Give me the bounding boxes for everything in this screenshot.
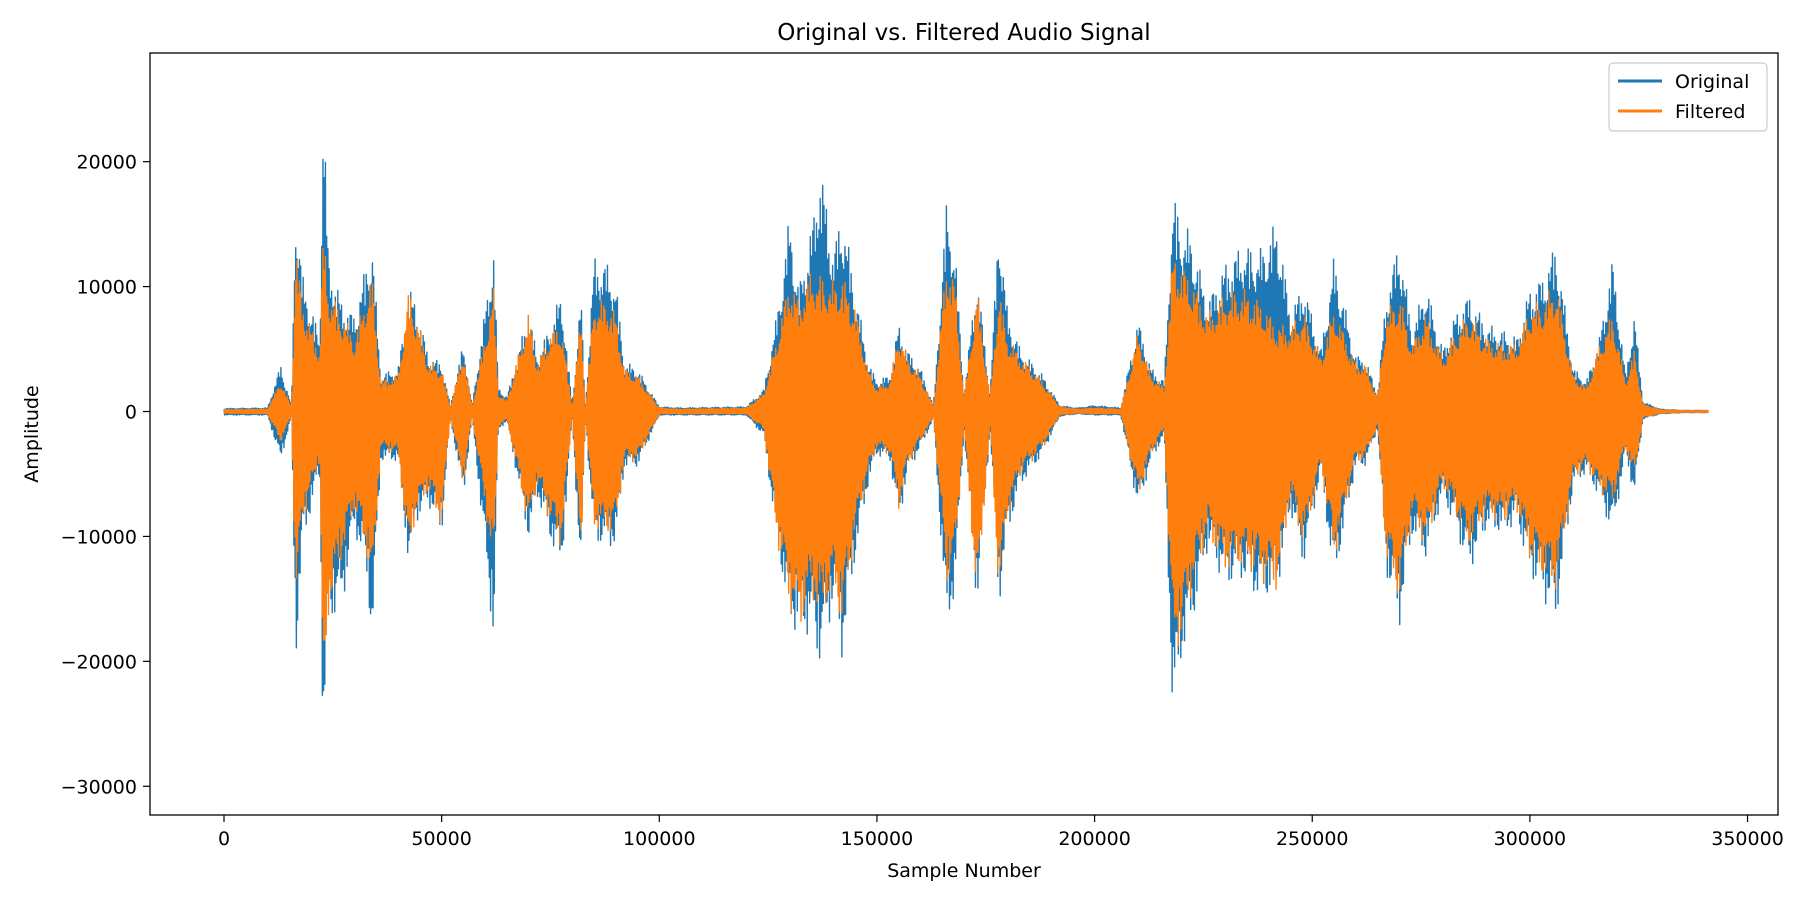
y-tick-label: −20000	[61, 651, 137, 673]
x-tick-label: 200000	[1058, 828, 1131, 850]
x-tick-label: 300000	[1494, 828, 1567, 850]
x-tick-label: 0	[218, 828, 230, 850]
y-tick-label: 20000	[77, 152, 137, 174]
y-tick-label: 10000	[77, 277, 137, 299]
x-tick-label: 150000	[841, 828, 914, 850]
chart-title: Original vs. Filtered Audio Signal	[777, 20, 1150, 46]
x-tick-label: 350000	[1711, 828, 1784, 850]
y-axis-title: Amplitude	[21, 385, 43, 482]
x-tick-label: 100000	[623, 828, 696, 850]
x-tick-label: 250000	[1276, 828, 1349, 850]
y-tick-label: −10000	[61, 526, 137, 548]
legend-label-filtered: Filtered	[1675, 101, 1745, 123]
x-tick-label: 50000	[411, 828, 471, 850]
legend-label-original: Original	[1675, 71, 1749, 93]
x-axis-title: Sample Number	[887, 860, 1041, 882]
legend: Original Filtered	[1609, 63, 1767, 131]
y-tick-label: −30000	[61, 776, 137, 798]
y-tick-label: 0	[125, 402, 137, 424]
